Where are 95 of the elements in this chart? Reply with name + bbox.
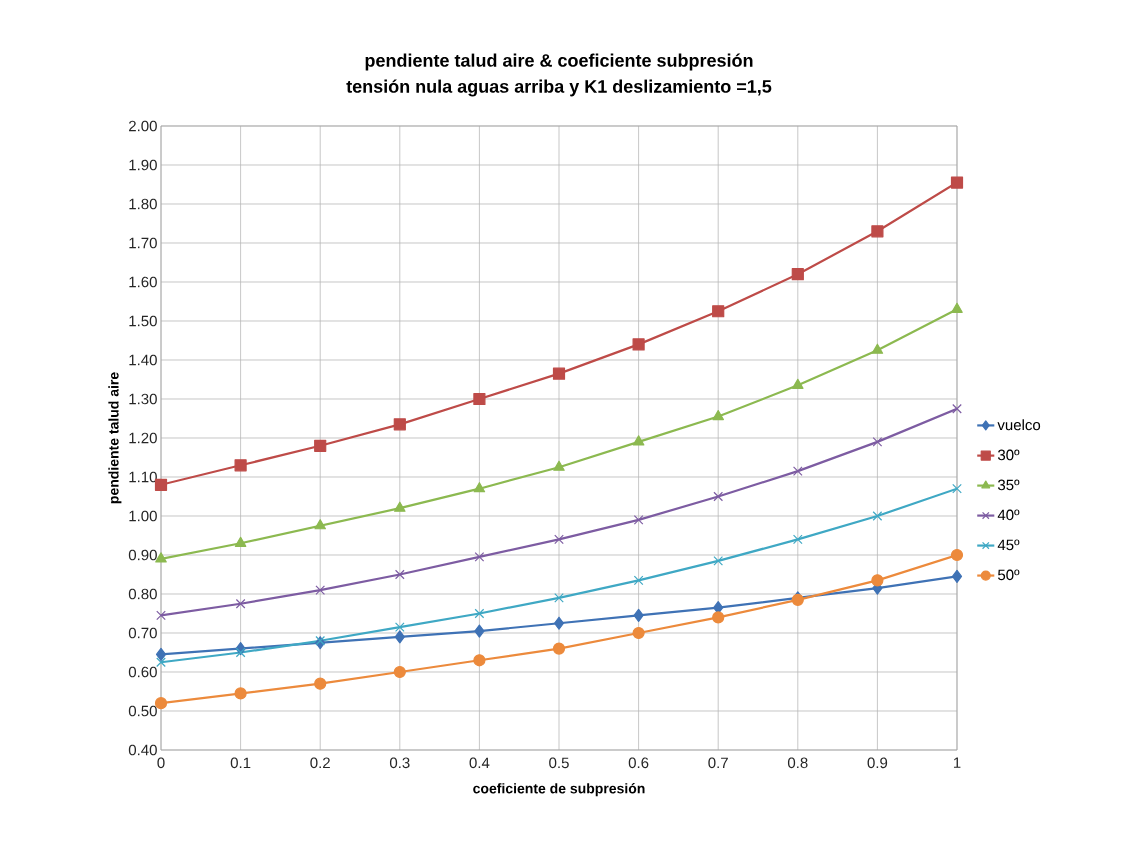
x-tick-label: 0.8 [787,757,808,769]
point [791,268,804,281]
point [553,460,565,471]
y-tick-label: 0.50 [128,705,157,717]
point [314,519,326,530]
point [950,176,964,189]
x-tick-label: 0.2 [310,757,330,769]
point [792,466,803,476]
point [474,608,485,619]
chart-subtitle: tensión nula aguas arriba y K1 deslizamiento =1,5 [346,79,772,97]
point [394,569,405,580]
y-tick-label: 1.70 [129,237,157,249]
point [871,574,884,587]
point [952,403,962,414]
point [712,611,725,624]
point [872,511,883,521]
point [473,392,486,406]
point [234,687,247,700]
point [394,630,405,644]
point [235,647,246,658]
point [552,367,566,380]
point [632,626,645,640]
y-tick-label: 2.00 [129,120,157,132]
point [713,556,724,566]
y-tick-label: 1.50 [129,315,157,327]
point [632,435,645,446]
x-tick-label: 0.6 [628,757,649,769]
y-tick-label: 0.80 [128,588,157,600]
point [713,491,724,502]
point [872,437,883,447]
legend-label: 35º [997,479,1020,491]
point [393,665,406,679]
point [950,548,964,562]
x-tick-label: 0.1 [230,757,251,769]
y-tick-label: 1.30 [129,393,157,405]
legend-label: 45º [997,539,1020,551]
y-tick-label: 0.40 [128,744,157,756]
point [553,616,565,630]
y-tick-label: 0.70 [128,627,157,639]
legend-label: vuelco [997,419,1041,431]
point [712,305,725,318]
point [394,501,406,512]
y-tick-label: 1.90 [129,159,157,171]
point [633,575,644,586]
point [474,624,485,638]
point [156,610,166,621]
x-tick-label: 0 [157,757,165,769]
legend-label: 50º [997,569,1020,581]
point [633,608,644,623]
x-tick-label: 0.5 [549,757,569,769]
point [473,654,486,667]
x-tick-label: 0.7 [708,757,728,769]
point [156,657,166,668]
point [314,439,327,452]
y-axis-title: pendiente talud aire [108,372,122,504]
point [632,338,645,351]
y-tick-label: 1.10 [129,471,157,483]
point [554,593,564,603]
point [792,378,804,389]
point [951,302,963,313]
point [473,482,486,493]
point [234,536,247,547]
y-tick-label: 1.00 [129,510,157,522]
x-tick-label: 0.4 [469,757,490,769]
y-tick-label: 1.80 [129,198,157,210]
x-tick-label: 0.3 [389,757,410,769]
point [394,622,405,632]
legend-label: 40º [997,509,1020,521]
x-tick-label: 0.9 [867,757,888,769]
point [393,418,406,431]
point [552,642,566,655]
point [315,585,326,595]
point [315,635,326,646]
chart-title: pendiente talud aire & coeficiente subpresión [365,53,753,71]
point [155,647,167,662]
legend-label: 30º [997,449,1020,461]
y-tick-label: 0.60 [128,666,157,678]
point [712,409,724,421]
point [633,515,644,525]
point [951,569,963,584]
point [234,459,247,472]
point [235,598,246,609]
point [314,677,327,690]
point [952,483,962,494]
point [871,343,884,354]
y-tick-label: 1.60 [129,276,157,288]
point [554,534,564,545]
point [871,225,884,238]
y-tick-label: 0.90 [128,549,157,561]
point [792,534,803,545]
y-tick-label: 1.20 [129,432,157,444]
point [474,552,485,562]
y-tick-label: 1.40 [129,354,157,366]
x-axis-title: coeficiente de subpresión [473,783,645,797]
x-tick-label: 1 [953,757,961,768]
